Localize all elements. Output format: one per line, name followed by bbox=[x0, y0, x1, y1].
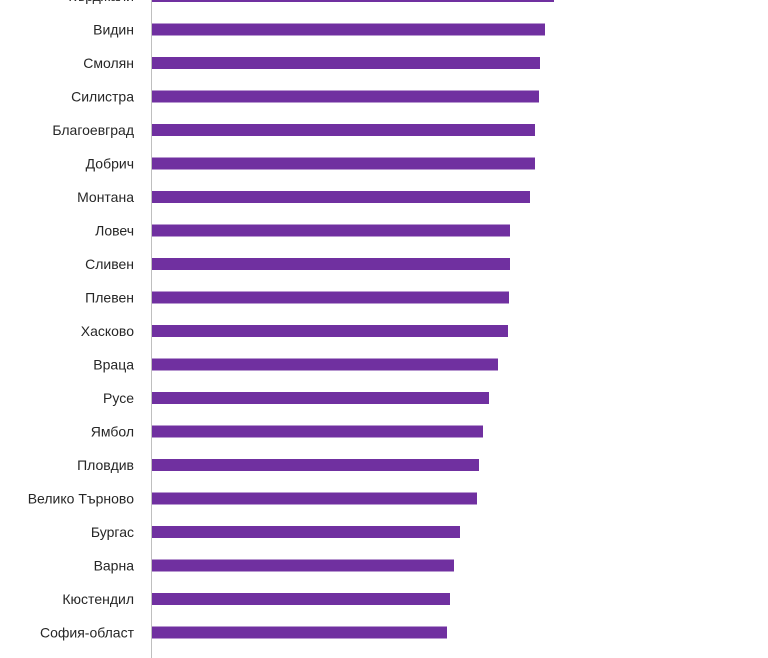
bar-0 bbox=[152, 0, 554, 2]
category-label-17: Варна bbox=[94, 558, 135, 574]
bar-13 bbox=[152, 425, 483, 438]
category-label-9: Плевен bbox=[85, 290, 134, 306]
category-label-2: Смолян bbox=[83, 55, 134, 71]
bar-3 bbox=[152, 90, 539, 103]
bars-group bbox=[152, 0, 554, 639]
category-label-8: Сливен bbox=[85, 256, 134, 272]
bar-12 bbox=[152, 392, 489, 404]
category-label-19: София-област bbox=[40, 625, 135, 641]
bar-15 bbox=[152, 492, 477, 505]
category-label-15: Велико Търново bbox=[28, 491, 134, 507]
category-label-11: Враца bbox=[93, 357, 134, 373]
bar-18 bbox=[152, 593, 450, 605]
bar-2 bbox=[152, 57, 540, 69]
bar-17 bbox=[152, 559, 454, 572]
category-labels-group: Кърджали Видин Смолян Силистра Благоевград До… bbox=[28, 0, 135, 641]
category-label-1: Видин bbox=[93, 22, 134, 38]
category-label-18: Кюстендил bbox=[62, 591, 134, 607]
category-label-7: Ловеч bbox=[95, 223, 134, 239]
bar-14 bbox=[152, 459, 479, 471]
bar-1 bbox=[152, 23, 545, 36]
bar-19 bbox=[152, 626, 447, 639]
category-label-5: Добрич bbox=[86, 156, 134, 172]
category-label-3: Силистра bbox=[71, 89, 134, 105]
bar-9 bbox=[152, 291, 509, 304]
bar-7 bbox=[152, 224, 510, 237]
category-label-10: Хасково bbox=[81, 323, 134, 339]
category-label-16: Бургас bbox=[91, 524, 134, 540]
category-label-12: Русе bbox=[103, 390, 134, 406]
bar-16 bbox=[152, 526, 460, 538]
bar-4 bbox=[152, 124, 535, 136]
category-label-4: Благоевград bbox=[52, 122, 134, 138]
bar-8 bbox=[152, 258, 510, 270]
category-label-14: Пловдив bbox=[77, 457, 134, 473]
category-label-0: Кърджали bbox=[68, 0, 134, 4]
category-label-6: Монтана bbox=[77, 189, 134, 205]
bar-5 bbox=[152, 157, 535, 170]
bar-11 bbox=[152, 358, 498, 371]
category-label-13: Ямбол bbox=[91, 424, 134, 440]
bar-10 bbox=[152, 325, 508, 337]
bar-6 bbox=[152, 191, 530, 203]
